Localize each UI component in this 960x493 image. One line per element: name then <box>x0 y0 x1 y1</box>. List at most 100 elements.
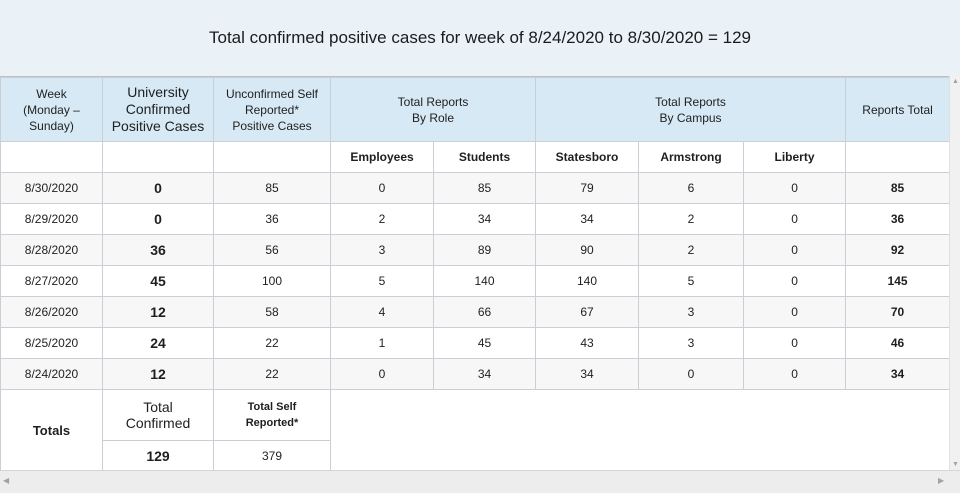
cell-self-reported: 58 <box>213 296 331 328</box>
scroll-down-arrow-icon[interactable]: ▼ <box>952 461 959 468</box>
cell-liberty: 0 <box>743 172 847 204</box>
cell-confirmed: 45 <box>102 265 214 297</box>
total-self-reported-value: 379 <box>213 440 331 472</box>
horizontal-scrollbar[interactable]: ◀ ▶ <box>0 470 960 493</box>
table-row: 8/24/2020 12 22 0 34 34 0 0 34 <box>0 358 951 390</box>
cell-employees: 5 <box>330 265 434 297</box>
cell-confirmed: 12 <box>102 358 214 390</box>
cell-liberty: 0 <box>743 265 847 297</box>
table-row: 8/30/2020 0 85 0 85 79 6 0 85 <box>0 172 951 204</box>
cell-liberty: 0 <box>743 234 847 266</box>
header-unconfirmed-self-reported: Unconfirmed Self Reported* Positive Case… <box>213 77 331 142</box>
subheader-blank <box>213 141 331 173</box>
subheader-blank <box>845 141 951 173</box>
weekly-report-table-container: Week (Monday – Sunday) University Confir… <box>0 76 951 472</box>
cell-employees: 1 <box>330 327 434 359</box>
table-row: 8/27/2020 45 100 5 140 140 5 0 145 <box>0 265 951 297</box>
weekly-report-table: Week (Monday – Sunday) University Confir… <box>0 77 951 472</box>
cell-liberty: 0 <box>743 358 847 390</box>
header-week: Week (Monday – Sunday) <box>0 77 103 142</box>
total-confirmed-value: 129 <box>102 440 214 472</box>
cell-armstrong: 3 <box>638 296 745 328</box>
cell-date: 8/26/2020 <box>0 296 103 328</box>
cell-confirmed: 12 <box>102 296 214 328</box>
cell-reports-total: 46 <box>845 327 951 359</box>
totals-value-row: 129 379 <box>1 440 950 472</box>
header-university-confirmed: University Confirmed Positive Cases <box>102 77 214 142</box>
cell-students: 66 <box>432 296 537 328</box>
subheader-armstrong: Armstrong <box>638 141 745 173</box>
cell-date: 8/30/2020 <box>0 172 103 204</box>
cell-date: 8/28/2020 <box>0 234 103 266</box>
cell-armstrong: 2 <box>638 234 745 266</box>
table-row: 8/29/2020 0 36 2 34 34 2 0 36 <box>0 203 951 235</box>
cell-armstrong: 0 <box>638 358 745 390</box>
cell-confirmed: 24 <box>102 327 214 359</box>
cell-reports-total: 34 <box>845 358 951 390</box>
cell-statesboro: 67 <box>535 296 640 328</box>
cell-self-reported: 85 <box>213 172 331 204</box>
cell-employees: 2 <box>330 203 434 235</box>
header-total-reports-by-role: Total Reports By Role <box>329 77 537 142</box>
cell-reports-total: 92 <box>845 234 951 266</box>
cell-date: 8/24/2020 <box>0 358 103 390</box>
cell-students: 85 <box>432 172 537 204</box>
cell-self-reported: 100 <box>213 265 331 297</box>
cell-date: 8/25/2020 <box>0 327 103 359</box>
cell-employees: 0 <box>330 358 434 390</box>
cell-liberty: 0 <box>743 296 847 328</box>
cell-armstrong: 2 <box>638 203 745 235</box>
subheader-row: Employees Students Statesboro Armstrong … <box>0 141 951 173</box>
totals-label: Totals <box>0 389 103 472</box>
cell-liberty: 0 <box>743 327 847 359</box>
cell-confirmed: 36 <box>102 234 214 266</box>
cell-employees: 3 <box>330 234 434 266</box>
cell-date: 8/29/2020 <box>0 203 103 235</box>
cell-self-reported: 22 <box>213 327 331 359</box>
totals-label-row: Totals Total Confirmed Total Self Report… <box>0 389 950 472</box>
scroll-left-arrow-icon[interactable]: ◀ <box>3 476 10 485</box>
subheader-statesboro: Statesboro <box>535 141 640 173</box>
cell-employees: 4 <box>330 296 434 328</box>
subheader-employees: Employees <box>330 141 434 173</box>
cell-date: 8/27/2020 <box>0 265 103 297</box>
header-reports-total: Reports Total <box>845 77 951 142</box>
data-rows: 8/30/2020 0 85 0 85 79 6 0 85 8/29/2020 0 36 2 34 34 2 0… <box>0 172 951 390</box>
scroll-right-arrow-icon[interactable]: ▶ <box>938 476 945 485</box>
cell-statesboro: 34 <box>535 358 640 390</box>
cell-students: 34 <box>432 358 537 390</box>
scroll-up-arrow-icon[interactable]: ▲ <box>952 78 959 85</box>
page-title: Total confirmed positive cases for week … <box>209 28 751 47</box>
empty-area <box>330 389 950 472</box>
subheader-students: Students <box>432 141 537 173</box>
cell-employees: 0 <box>330 172 434 204</box>
cell-liberty: 0 <box>743 203 847 235</box>
header-row: Week (Monday – Sunday) University Confir… <box>0 77 951 142</box>
total-confirmed-label: Total Confirmed <box>102 389 214 441</box>
cell-students: 45 <box>432 327 537 359</box>
cell-reports-total: 85 <box>845 172 951 204</box>
cell-armstrong: 6 <box>638 172 745 204</box>
cell-confirmed: 0 <box>102 203 214 235</box>
subheader-blank <box>102 141 214 173</box>
cell-statesboro: 43 <box>535 327 640 359</box>
cell-self-reported: 56 <box>213 234 331 266</box>
total-self-reported-label: Total Self Reported* <box>213 389 331 441</box>
table-row: 8/25/2020 24 22 1 45 43 3 0 46 <box>0 327 951 359</box>
header-total-reports-by-campus: Total Reports By Campus <box>535 77 847 142</box>
cell-confirmed: 0 <box>102 172 214 204</box>
cell-statesboro: 90 <box>535 234 640 266</box>
cell-students: 89 <box>432 234 537 266</box>
cell-reports-total: 70 <box>845 296 951 328</box>
cell-reports-total: 36 <box>845 203 951 235</box>
cell-statesboro: 140 <box>535 265 640 297</box>
cell-reports-total: 145 <box>845 265 951 297</box>
cell-students: 140 <box>432 265 537 297</box>
vertical-scrollbar[interactable]: ▲ ▼ <box>949 76 960 470</box>
cell-armstrong: 3 <box>638 327 745 359</box>
table-row: 8/26/2020 12 58 4 66 67 3 0 70 <box>0 296 951 328</box>
cell-armstrong: 5 <box>638 265 745 297</box>
cell-self-reported: 36 <box>213 203 331 235</box>
table-row: 8/28/2020 36 56 3 89 90 2 0 92 <box>0 234 951 266</box>
cell-statesboro: 79 <box>535 172 640 204</box>
